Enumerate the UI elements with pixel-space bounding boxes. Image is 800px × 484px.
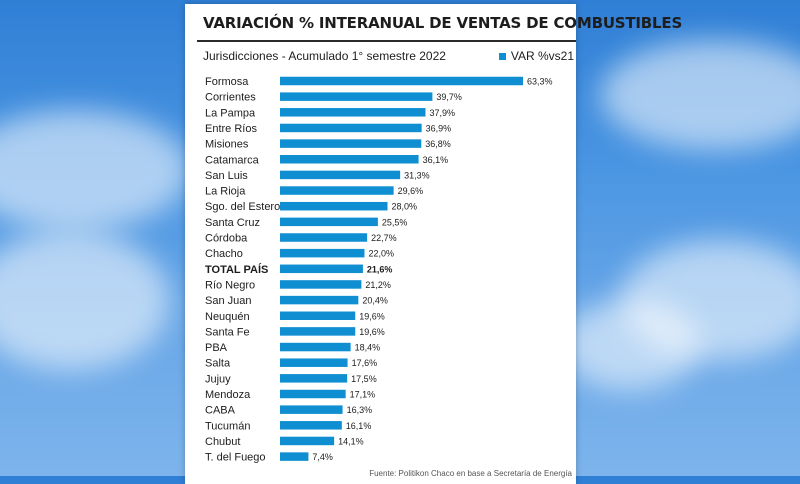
- value-label: 25,5%: [382, 217, 408, 227]
- value-label: 17,5%: [351, 374, 377, 384]
- category-label: San Luis: [205, 170, 248, 182]
- bar: [280, 233, 368, 242]
- category-label: Santa Fe: [205, 326, 250, 338]
- value-label: 31,3%: [404, 170, 430, 180]
- value-label: 19,6%: [359, 327, 385, 337]
- value-label: 22,0%: [368, 249, 394, 259]
- value-label: 22,7%: [371, 233, 397, 243]
- value-label: 21,2%: [365, 280, 391, 290]
- value-label: 20,4%: [362, 296, 388, 306]
- bar: [280, 217, 378, 227]
- bar: [280, 201, 388, 211]
- category-label: Salta: [205, 358, 231, 370]
- value-label: 7,4%: [312, 452, 333, 462]
- category-label: Río Negro: [205, 279, 255, 291]
- chart-panel: VARIACIÓN % INTERANUAL DE VENTAS DE COMB…: [185, 4, 682, 484]
- value-label: 19,6%: [359, 311, 385, 321]
- value-label: 36,1%: [423, 155, 449, 165]
- bar: [280, 342, 351, 352]
- category-label: TOTAL PAÍS: [205, 263, 268, 276]
- category-label: Catamarca: [205, 154, 260, 166]
- bar: [280, 295, 359, 305]
- legend-swatch: [498, 52, 506, 60]
- bar: [280, 108, 426, 117]
- value-label: 14,1%: [338, 436, 364, 446]
- category-label: La Rioja: [205, 186, 246, 198]
- bar: [280, 170, 401, 180]
- value-label: 16,1%: [346, 421, 372, 431]
- value-label: 16,3%: [347, 405, 373, 415]
- category-label: La Pampa: [205, 107, 256, 119]
- category-label: CABA: [205, 405, 236, 417]
- category-label: Entre Ríos: [205, 123, 257, 135]
- value-label: 18,4%: [355, 343, 381, 353]
- value-label: 37,9%: [429, 108, 455, 118]
- chart-title: VARIACIÓN % INTERANUAL DE VENTAS DE COMB…: [203, 14, 683, 32]
- category-label: Jujuy: [205, 373, 231, 385]
- legend-label: VAR %vs21: [510, 49, 574, 63]
- value-label: 21,6%: [367, 264, 393, 274]
- value-label: 29,6%: [398, 186, 424, 196]
- bar: [280, 311, 356, 320]
- value-label: 63,3%: [527, 77, 553, 87]
- bar: [280, 374, 348, 383]
- category-label: Misiones: [205, 139, 249, 151]
- category-label: Tucumán: [205, 420, 250, 432]
- value-label: 17,1%: [350, 390, 376, 400]
- bar: [280, 389, 346, 399]
- bar: [280, 92, 433, 101]
- value-label: 17,6%: [352, 358, 378, 368]
- title-divider: [197, 40, 576, 42]
- bar: [280, 76, 523, 86]
- chart-legend: VAR %vs21: [498, 49, 574, 63]
- bar: [280, 155, 419, 164]
- bar: [280, 452, 309, 461]
- bar-chart: Formosa 63,3% Corrientes 39,7% La Pampa 37,9%…: [205, 76, 553, 464]
- bar: [280, 123, 422, 133]
- value-label: 39,7%: [436, 92, 462, 102]
- value-label: 28,0%: [391, 202, 417, 212]
- category-label: San Juan: [205, 295, 251, 307]
- value-label: 36,8%: [425, 139, 451, 149]
- category-label: Córdoba: [205, 233, 248, 245]
- bar: [280, 436, 335, 446]
- bar: [280, 248, 365, 258]
- chart-subtitle: Jurisdicciones - Acumulado 1° semestre 2…: [203, 49, 446, 63]
- category-label: Chubut: [205, 436, 240, 448]
- category-label: Neuquén: [205, 311, 250, 323]
- category-label: Formosa: [205, 76, 249, 88]
- category-label: Chacho: [205, 248, 243, 260]
- bar: [280, 358, 348, 367]
- bar: [280, 421, 342, 430]
- bar: [280, 264, 363, 274]
- bar: [280, 327, 356, 336]
- category-label: Mendoza: [205, 389, 251, 401]
- category-label: Corrientes: [205, 92, 256, 104]
- bar: [280, 139, 422, 148]
- category-label: PBA: [205, 342, 228, 354]
- bar: [280, 280, 362, 289]
- category-label: Santa Cruz: [205, 217, 260, 229]
- category-label: Sgo. del Estero: [205, 201, 280, 213]
- source-note: Fuente: Politikon Chaco en base a Secret…: [369, 469, 572, 478]
- bar: [280, 405, 343, 414]
- value-label: 36,9%: [426, 123, 452, 133]
- bar: [280, 186, 394, 195]
- category-label: T. del Fuego: [205, 452, 266, 464]
